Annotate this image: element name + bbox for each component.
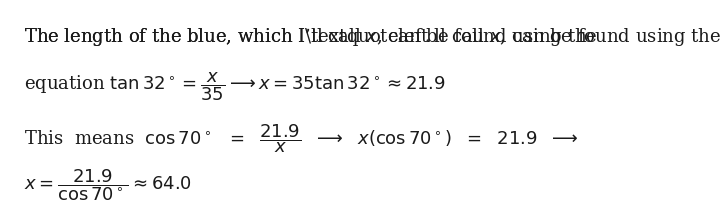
Text: This  means  $\cos 70^\circ$  $=$  $\dfrac{21.9}{x}$  $\longrightarrow$  $x(\cos: This means $\cos 70^\circ$ $=$ $\dfrac{2… [24,122,578,155]
Text: equation $\tan 32^\circ = \dfrac{x}{35} \longrightarrow x = 35\tan 32^\circ \app: equation $\tan 32^\circ = \dfrac{x}{35} … [24,70,446,103]
Text: $x = \dfrac{21.9}{\cos 70^\circ} \approx 64.0$: $x = \dfrac{21.9}{\cos 70^\circ} \approx… [24,167,192,203]
Text: The length of the blue, which I\textquoteleft ll call $x$, can be found using th: The length of the blue, which I\textquot… [24,26,720,47]
Text: The length of the blue, which I’ll call $x$, can be found using the: The length of the blue, which I’ll call … [24,26,598,47]
